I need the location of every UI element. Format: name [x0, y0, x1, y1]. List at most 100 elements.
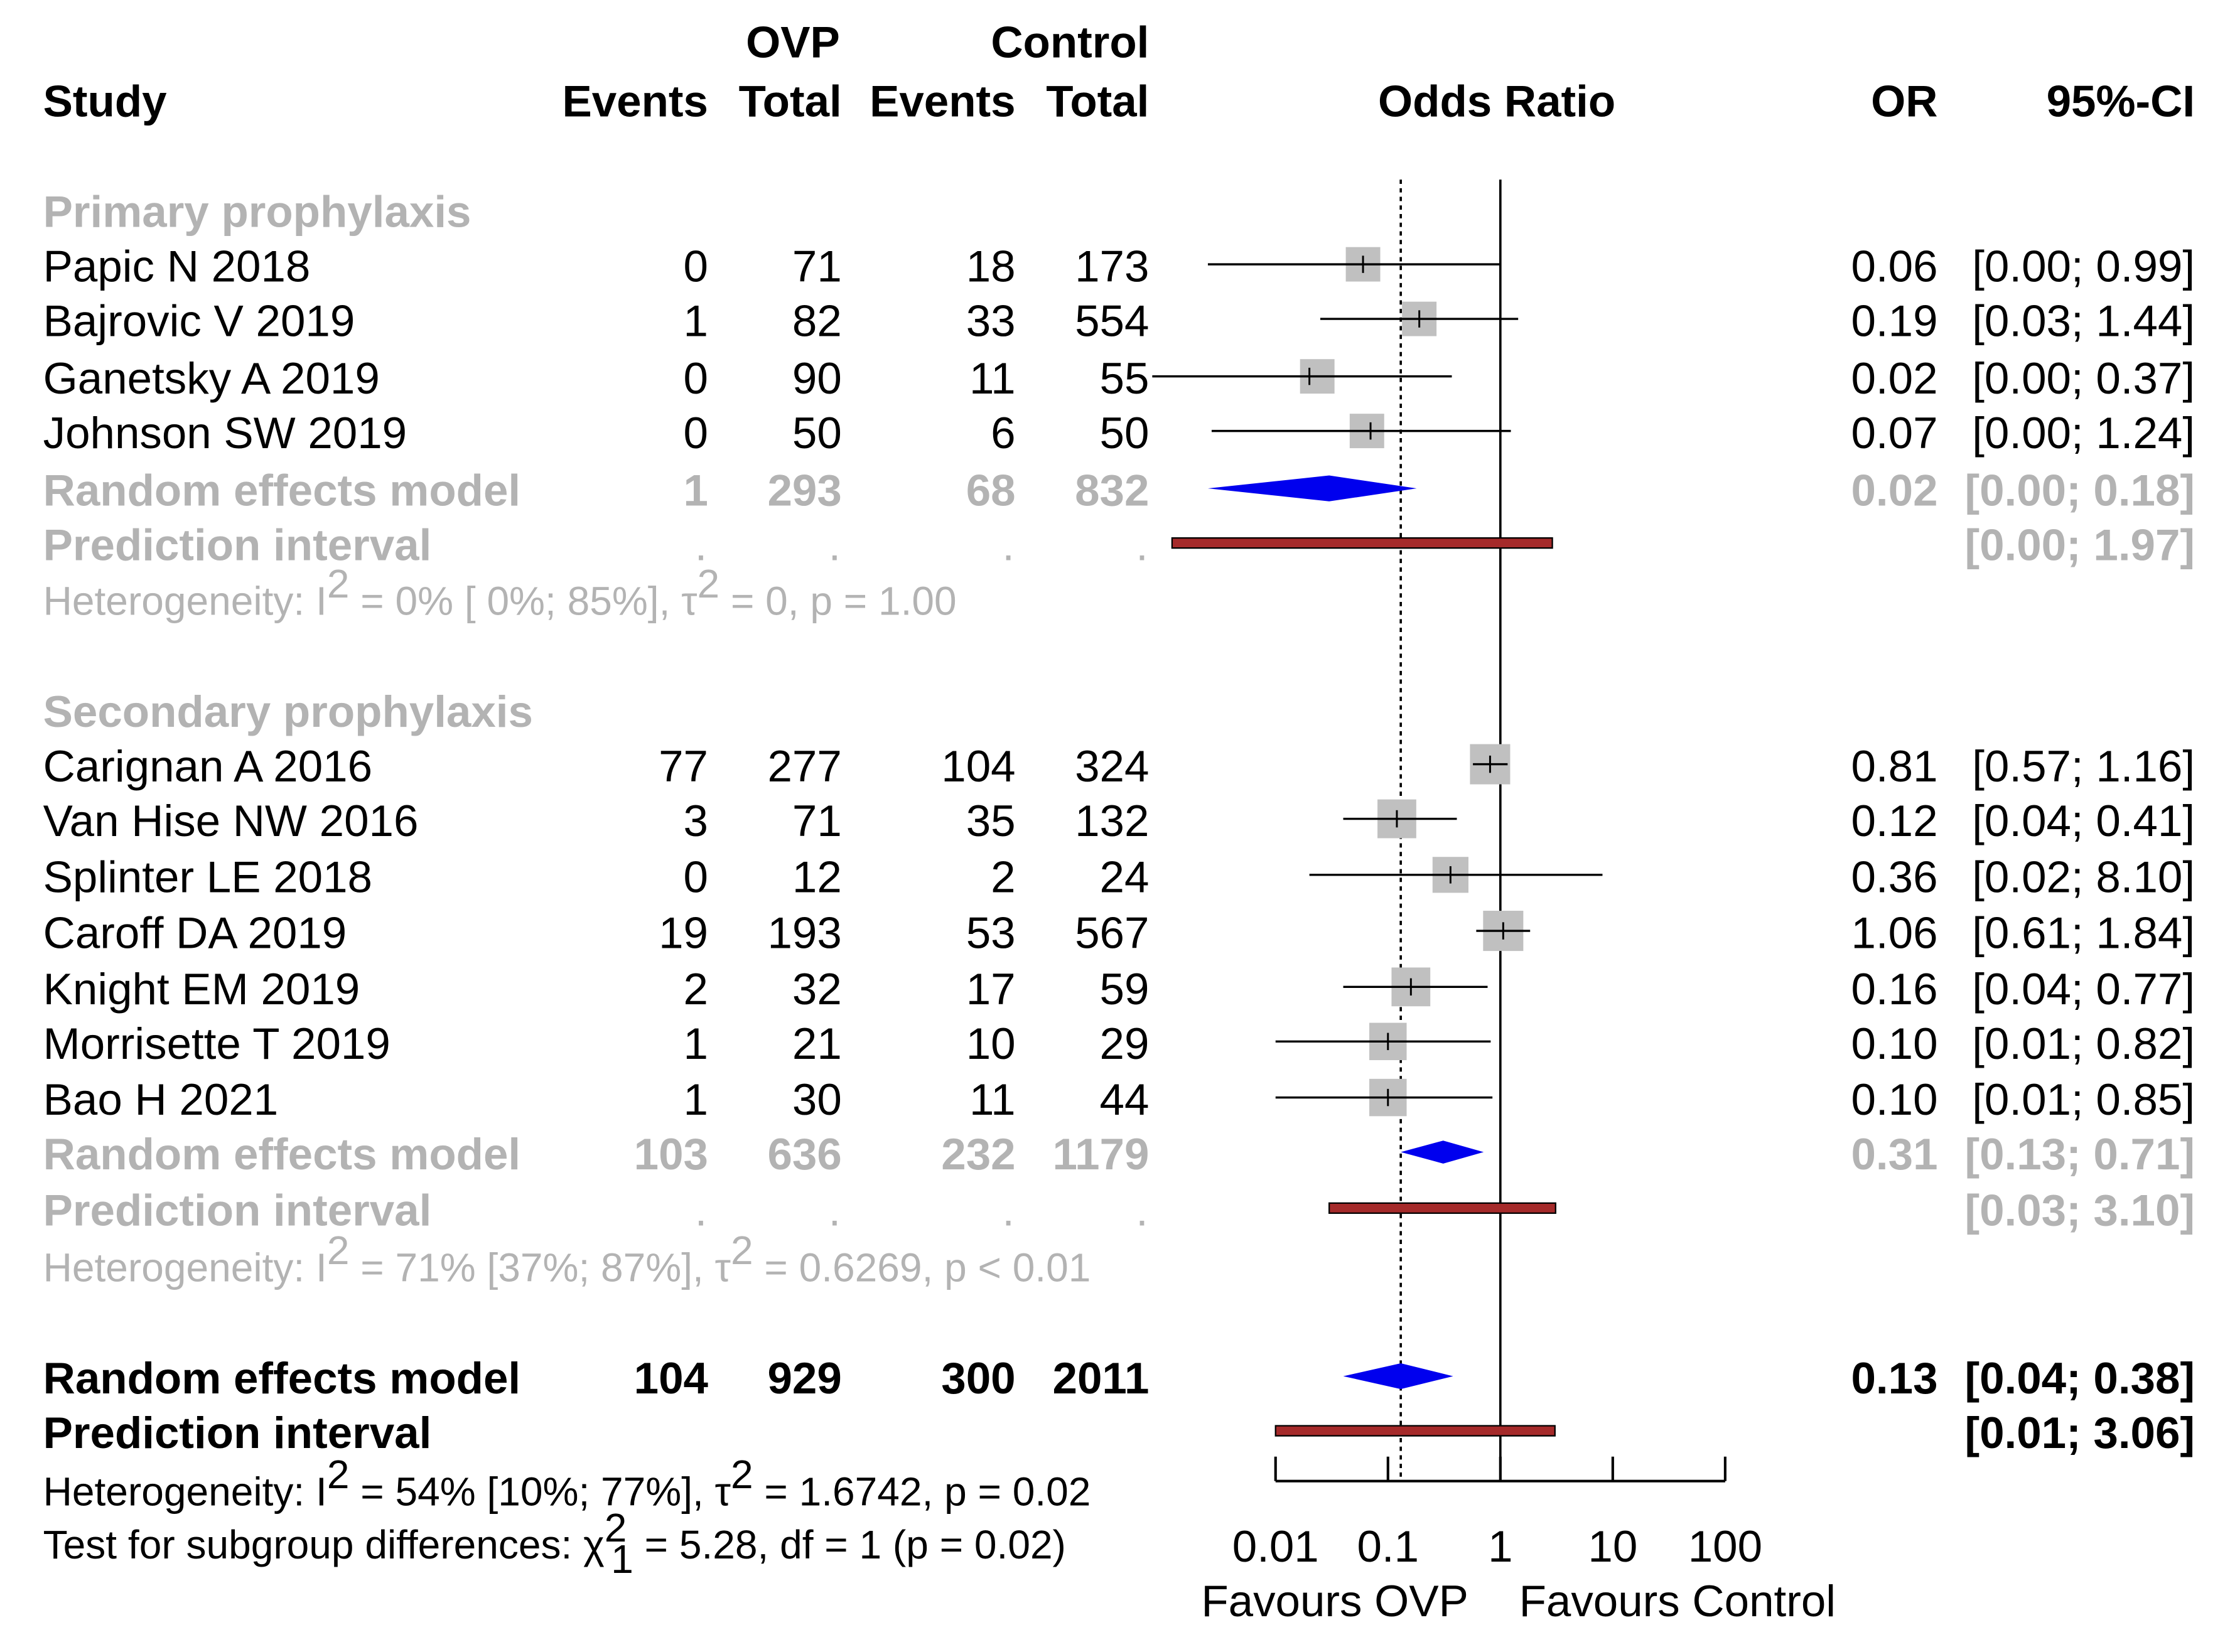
- study-name: Morrisette T 2019: [43, 1019, 391, 1069]
- study-or: 0.10: [1851, 1019, 1937, 1069]
- header-study: Study: [43, 77, 168, 126]
- control-total: 59: [1100, 965, 1150, 1014]
- x-axis-tick-label: 0.1: [1357, 1522, 1419, 1572]
- subgroup-test-part: p: [906, 1522, 929, 1567]
- control-total-sum: 832: [1075, 466, 1149, 516]
- study-ci: [0.01; 0.85]: [1972, 1075, 2195, 1125]
- header-ovp-events: Events: [562, 77, 708, 126]
- heterogeneity-text: Heterogeneity: I2 = 0% [ 0%; 85%], τ2 = …: [43, 561, 957, 623]
- study-ci: [0.04; 0.41]: [1972, 796, 2195, 846]
- heterogeneity-part: p: [944, 1469, 967, 1515]
- ovp-total: 82: [792, 297, 842, 346]
- placeholder-dot: .: [828, 521, 841, 571]
- subgroup-title: Secondary prophylaxis: [43, 687, 533, 737]
- study-ci: [0.01; 0.82]: [1972, 1019, 2195, 1069]
- study-ci: [0.57; 1.16]: [1972, 742, 2195, 791]
- prediction-interval-bar: [1171, 537, 1553, 549]
- control-total: 173: [1075, 242, 1149, 292]
- placeholder-dot: .: [695, 1186, 708, 1235]
- heterogeneity-part: = 0.6269,: [753, 1245, 945, 1290]
- control-total: 44: [1100, 1075, 1150, 1125]
- x-axis-tick-label: 10: [1588, 1522, 1637, 1572]
- model-ci: [0.13; 0.71]: [1964, 1130, 2195, 1179]
- ovp-events: 1: [684, 297, 708, 346]
- heterogeneity-part: < 0.01: [967, 1245, 1091, 1290]
- heterogeneity-part: = 0.02: [967, 1469, 1091, 1515]
- heterogeneity-part: 2: [731, 1228, 753, 1273]
- ovp-total-sum: 636: [767, 1130, 841, 1179]
- ovp-events-sum: 103: [634, 1130, 708, 1179]
- prediction-ci: [0.00; 1.97]: [1964, 521, 2195, 571]
- study-or: 0.36: [1851, 852, 1937, 902]
- heterogeneity-part: τ: [715, 1245, 731, 1290]
- control-total: 50: [1100, 409, 1150, 458]
- random-effects-label: Random effects model: [43, 466, 520, 516]
- control-total: 324: [1075, 742, 1149, 791]
- study-or: 1.06: [1851, 909, 1937, 958]
- control-total-sum: 1179: [1053, 1130, 1150, 1179]
- ovp-total: 71: [792, 242, 842, 292]
- control-events: 35: [966, 796, 1016, 846]
- control-total-sum: 2011: [1053, 1354, 1150, 1403]
- model-or: 0.13: [1851, 1354, 1937, 1403]
- control-events: 17: [966, 965, 1016, 1014]
- control-events: 33: [966, 297, 1016, 346]
- heterogeneity-part: p: [810, 579, 832, 624]
- ovp-events: 0: [684, 242, 708, 292]
- control-total: 29: [1100, 1019, 1150, 1069]
- header-or: OR: [1871, 77, 1937, 126]
- random-effects-label: Random effects model: [43, 1130, 520, 1179]
- study-ci: [0.61; 1.84]: [1972, 909, 2195, 958]
- header-ovp-total: Total: [739, 77, 842, 126]
- study-or: 0.10: [1851, 1075, 1937, 1125]
- ovp-total: 30: [792, 1075, 842, 1125]
- header-ovp: OVP: [746, 18, 840, 68]
- control-total: 55: [1100, 354, 1150, 404]
- study-name: Carignan A 2016: [43, 742, 372, 791]
- study-name: Papic N 2018: [43, 242, 311, 292]
- heterogeneity-part: Heterogeneity:: [43, 1245, 316, 1290]
- ovp-total: 193: [767, 909, 841, 958]
- header-control-events: Events: [870, 77, 1016, 126]
- control-total: 132: [1075, 796, 1149, 846]
- ovp-events: 1: [684, 1075, 708, 1125]
- subgroup-title: Primary prophylaxis: [43, 188, 471, 237]
- prediction-interval-label: Prediction interval: [43, 521, 432, 571]
- study-or: 0.16: [1851, 965, 1937, 1014]
- subgroup-test-part: Test for subgroup differences:: [43, 1522, 583, 1567]
- heterogeneity-part: = 1.6742,: [753, 1469, 945, 1515]
- placeholder-dot: .: [1136, 1186, 1148, 1235]
- ovp-total: 12: [792, 852, 842, 902]
- study-name: Van Hise NW 2016: [43, 796, 419, 846]
- subgroup-test-text: Test for subgroup differences: χ2 1 = 5.2…: [43, 1505, 1066, 1582]
- ovp-events: 19: [659, 909, 708, 958]
- subgroup-test-part: 1: [611, 1537, 633, 1582]
- placeholder-dot: .: [1002, 521, 1015, 571]
- heterogeneity-part: I: [316, 1469, 327, 1515]
- prediction-interval-label: Prediction interval: [43, 1408, 432, 1458]
- overall-diamond: [1343, 1363, 1453, 1390]
- heterogeneity-part: = 54% [10%; 77%],: [349, 1469, 714, 1515]
- placeholder-dot: .: [828, 1186, 841, 1235]
- study-ci: [0.00; 1.24]: [1972, 409, 2195, 458]
- control-events: 53: [966, 909, 1016, 958]
- heterogeneity-part: = 0% [ 0%; 85%],: [349, 579, 681, 624]
- ovp-total: 277: [767, 742, 841, 791]
- prediction-interval-bar: [1274, 1425, 1556, 1437]
- heterogeneity-part: Heterogeneity:: [43, 579, 316, 624]
- favours-control-label: Favours Control: [1519, 1577, 1836, 1626]
- model-ci: [0.04; 0.38]: [1964, 1354, 2195, 1403]
- heterogeneity-part: 2: [327, 1228, 350, 1273]
- ovp-events: 0: [684, 409, 708, 458]
- study-name: Bao H 2021: [43, 1075, 279, 1125]
- ovp-events-sum: 104: [634, 1354, 709, 1403]
- study-or: 0.12: [1851, 796, 1937, 846]
- study-or: 0.07: [1851, 409, 1937, 458]
- study-name: Ganetsky A 2019: [43, 354, 380, 404]
- subgroup-test-part: = 5.28, df = 1 (: [633, 1522, 906, 1567]
- control-events-sum: 300: [941, 1354, 1015, 1403]
- control-events: 11: [969, 1075, 1016, 1125]
- control-events: 104: [941, 742, 1015, 791]
- study-name: Caroff DA 2019: [43, 909, 347, 958]
- control-events-sum: 232: [941, 1130, 1015, 1179]
